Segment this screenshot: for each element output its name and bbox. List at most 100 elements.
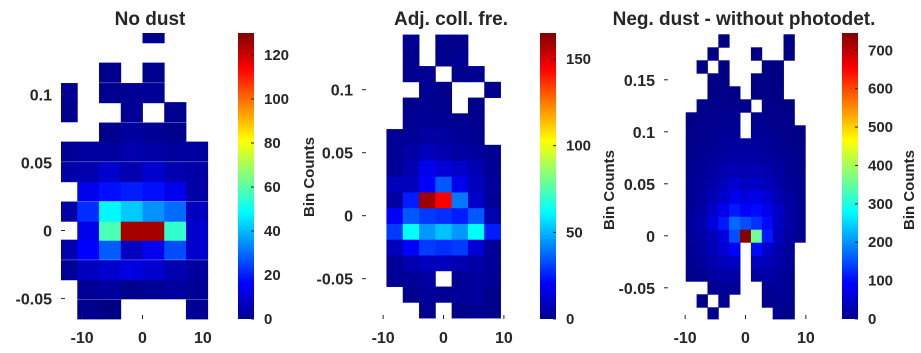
heatmap-cell [120,279,143,300]
heatmap-cell [761,86,774,100]
heatmap-panel-adj-coll-fre: Adj. coll. fre. -10 0 10 -0.05 0 0.05 0.1 0 50 1… [301,9,591,347]
heatmap-cell [164,220,187,241]
heatmap-cell [761,60,774,74]
axis-ticks: -10 0 10 -0.05 0 0.05 0.1 [317,83,513,347]
heatmap-cell [99,239,122,260]
heatmap-cell [419,160,436,177]
heatmap-cell [783,138,795,152]
heatmap-cell [467,66,485,83]
heatmap-cell [451,113,469,130]
heatmap-cell [750,203,763,217]
heatmap-cell [61,239,78,260]
heatmap-cell [685,242,697,256]
colorbar-tick-label: 80 [264,135,281,152]
heatmap-cell [772,294,784,308]
heatmap-cell [120,181,143,202]
heatmap-cell [61,201,78,222]
heatmap-cell [142,201,165,222]
heatmap-cell [142,181,165,202]
heatmap-cell [783,34,795,48]
heatmap-cell [772,268,784,282]
heatmap-cell [402,97,420,114]
heatmap-cell [696,60,708,74]
heatmap-cell [386,207,404,224]
heatmap-cell [185,260,209,281]
y-axis-label: Bin Counts [601,150,618,230]
heatmap-cell [696,268,708,282]
heatmap-cell [142,62,165,83]
heatmap-cell [696,99,708,113]
heatmap-cell [120,83,143,104]
heatmap-cell [794,164,806,178]
x-tick-label: 0 [741,330,750,347]
heatmap-cell [685,112,697,126]
heatmap-cell [451,129,469,146]
heatmap-cell [696,125,708,139]
heatmap-cell [484,286,501,303]
heatmap-cell [484,160,501,177]
heatmap-cell [750,164,763,178]
heatmap-cell [761,112,774,126]
heatmap-cell [164,201,187,222]
heatmap-cell [451,207,469,224]
heatmap-cell [685,164,697,178]
heatmap-cell [467,207,485,224]
colorbar-tick-label: 100 [868,273,893,290]
heatmap-cell [467,192,485,209]
heatmap-cell [729,216,741,230]
colorbar-label: Bin Counts [301,137,318,217]
heatmap-cell [77,279,100,300]
heatmap-cell [761,255,774,269]
heatmap-cell [729,86,741,100]
heatmap-cell [685,255,697,269]
y-tick-label: -0.05 [16,292,53,309]
heatmap-cell [386,176,404,193]
x-tick-label: -10 [674,330,697,347]
heatmap-cell [77,220,100,241]
heatmap-cell [772,203,784,217]
heatmap-cell [185,239,209,260]
heatmap-cell [772,99,784,113]
heatmap-cell [718,34,730,48]
colorbar-tick-label: 20 [264,267,281,284]
heatmap-cell [772,151,784,165]
heatmap-cell [435,160,453,177]
heatmap-cell [707,216,719,230]
heatmap-cell [740,216,752,230]
heatmap-cell [750,190,763,204]
heatmap-cell [761,125,774,139]
heatmap-cell [99,162,122,183]
heatmap-cell [467,270,485,287]
heatmap-cell [772,307,784,320]
heatmap-cell [740,203,752,217]
heatmap-cell [435,286,453,303]
heatmap-cell [99,122,122,143]
heatmap-cell [794,190,806,204]
heatmap-cell [484,207,501,224]
heatmap-cell [707,138,719,152]
heatmap-cell [750,125,763,139]
heatmap-cell [419,255,436,272]
heatmap-cell [120,162,143,183]
heatmap-cell [451,239,469,256]
heatmap-cell [696,255,708,269]
heatmap-cells [685,34,806,320]
heatmap-cell [707,99,719,113]
x-tick-label: -10 [71,330,94,347]
heatmap-cell [685,229,697,243]
heatmap-cell [386,223,404,240]
heatmap-cell [451,144,469,161]
heatmap-cell [419,223,436,240]
heatmap-cell [142,162,165,183]
heatmap-cell [142,279,165,300]
heatmap-cell [164,260,187,281]
colorbar-tick-label: 50 [566,224,583,241]
heatmap-cell [386,160,404,177]
heatmap-cell [402,66,420,83]
colorbar-tick-label: 100 [264,91,289,108]
heatmap-cell [783,268,795,282]
heatmap-cell [435,192,453,209]
y-tick-label: 0.1 [633,125,655,142]
heatmap-cell [696,216,708,230]
heatmap-cell [772,190,784,204]
